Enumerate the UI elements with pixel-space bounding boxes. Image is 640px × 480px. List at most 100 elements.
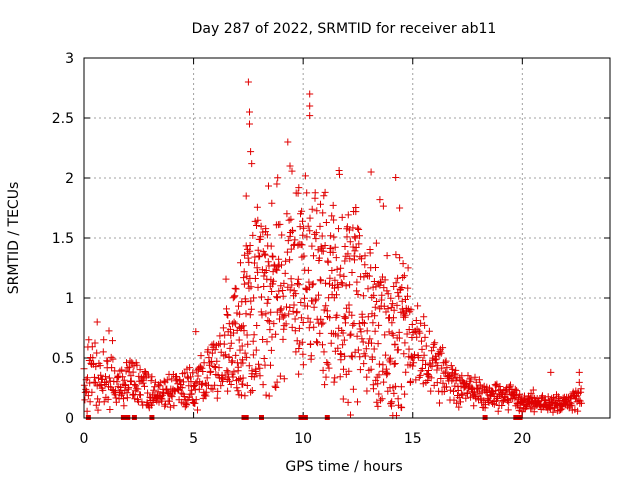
data-point bbox=[471, 373, 479, 381]
data-point bbox=[346, 281, 354, 289]
data-point bbox=[243, 331, 251, 339]
data-point bbox=[363, 327, 371, 335]
data-point bbox=[323, 359, 331, 366]
data-point bbox=[282, 257, 290, 265]
data-point bbox=[349, 321, 357, 329]
data-point bbox=[127, 377, 135, 385]
data-point bbox=[433, 366, 441, 374]
data-point bbox=[281, 269, 289, 277]
data-point bbox=[291, 236, 299, 244]
data-point bbox=[320, 192, 328, 200]
data-point bbox=[391, 341, 399, 349]
data-point bbox=[148, 373, 156, 381]
data-point bbox=[205, 354, 213, 362]
data-point bbox=[371, 312, 379, 320]
data-points bbox=[80, 78, 585, 420]
data-point bbox=[243, 382, 251, 389]
data-point bbox=[371, 327, 379, 335]
peak-point bbox=[306, 90, 314, 98]
data-point bbox=[355, 226, 363, 233]
data-point bbox=[386, 354, 394, 362]
data-point bbox=[180, 393, 188, 400]
data-point bbox=[304, 302, 311, 310]
data-point bbox=[370, 385, 377, 393]
data-point bbox=[239, 359, 247, 367]
data-point bbox=[260, 272, 268, 280]
peak-point bbox=[306, 112, 314, 120]
y-tick-label: 0 bbox=[65, 411, 74, 427]
data-point bbox=[290, 287, 298, 295]
data-point bbox=[303, 189, 311, 197]
data-point bbox=[356, 232, 363, 240]
data-point bbox=[106, 406, 114, 413]
data-point bbox=[316, 222, 324, 230]
data-point bbox=[306, 214, 314, 222]
peak-point bbox=[547, 368, 555, 376]
data-point bbox=[198, 380, 206, 388]
data-point bbox=[394, 395, 402, 403]
data-point bbox=[241, 349, 249, 357]
data-point bbox=[341, 352, 349, 360]
data-point bbox=[320, 306, 328, 314]
data-point bbox=[254, 268, 262, 276]
data-point bbox=[527, 405, 535, 413]
data-point bbox=[213, 357, 221, 365]
data-point bbox=[307, 340, 315, 348]
data-point bbox=[389, 331, 397, 339]
peak-point bbox=[575, 368, 583, 376]
data-point bbox=[243, 353, 251, 361]
data-point bbox=[397, 383, 405, 391]
data-point bbox=[279, 335, 287, 343]
data-point bbox=[298, 338, 306, 346]
data-point bbox=[426, 361, 434, 369]
data-point bbox=[209, 385, 217, 393]
data-point bbox=[264, 258, 272, 266]
data-point bbox=[433, 379, 441, 387]
data-point bbox=[399, 260, 407, 268]
data-point bbox=[312, 295, 320, 303]
data-point bbox=[229, 373, 237, 381]
data-point bbox=[137, 391, 144, 399]
data-point bbox=[447, 362, 455, 370]
data-point bbox=[390, 306, 398, 314]
data-point bbox=[156, 379, 164, 387]
data-point bbox=[245, 362, 253, 370]
data-point bbox=[251, 259, 258, 267]
data-point bbox=[349, 385, 357, 393]
data-point bbox=[151, 383, 159, 391]
data-point bbox=[253, 322, 261, 329]
data-point bbox=[347, 352, 355, 360]
data-point bbox=[457, 390, 465, 398]
data-point bbox=[449, 375, 457, 383]
data-point bbox=[234, 387, 242, 395]
data-point bbox=[129, 391, 137, 399]
data-point bbox=[240, 274, 248, 282]
data-point bbox=[336, 350, 344, 358]
data-point bbox=[505, 398, 513, 406]
peak-point bbox=[306, 102, 314, 110]
data-point bbox=[381, 276, 389, 284]
data-point bbox=[398, 284, 406, 291]
data-point bbox=[89, 354, 97, 362]
data-point bbox=[383, 252, 391, 260]
peak-point bbox=[321, 188, 329, 196]
data-point bbox=[528, 403, 536, 411]
data-point bbox=[404, 264, 412, 272]
data-point bbox=[301, 172, 309, 180]
data-point bbox=[401, 390, 409, 398]
data-point bbox=[345, 301, 353, 309]
data-point bbox=[210, 363, 218, 370]
data-point bbox=[295, 281, 303, 289]
data-point bbox=[361, 352, 369, 360]
data-point bbox=[293, 308, 301, 316]
data-point bbox=[167, 391, 175, 399]
data-point bbox=[230, 318, 238, 326]
data-point bbox=[418, 337, 425, 345]
data-point bbox=[252, 346, 260, 354]
data-point bbox=[298, 241, 306, 249]
data-point bbox=[442, 357, 450, 365]
data-point bbox=[258, 311, 266, 319]
data-point bbox=[494, 395, 502, 402]
data-point bbox=[342, 282, 350, 290]
data-point bbox=[247, 305, 255, 313]
